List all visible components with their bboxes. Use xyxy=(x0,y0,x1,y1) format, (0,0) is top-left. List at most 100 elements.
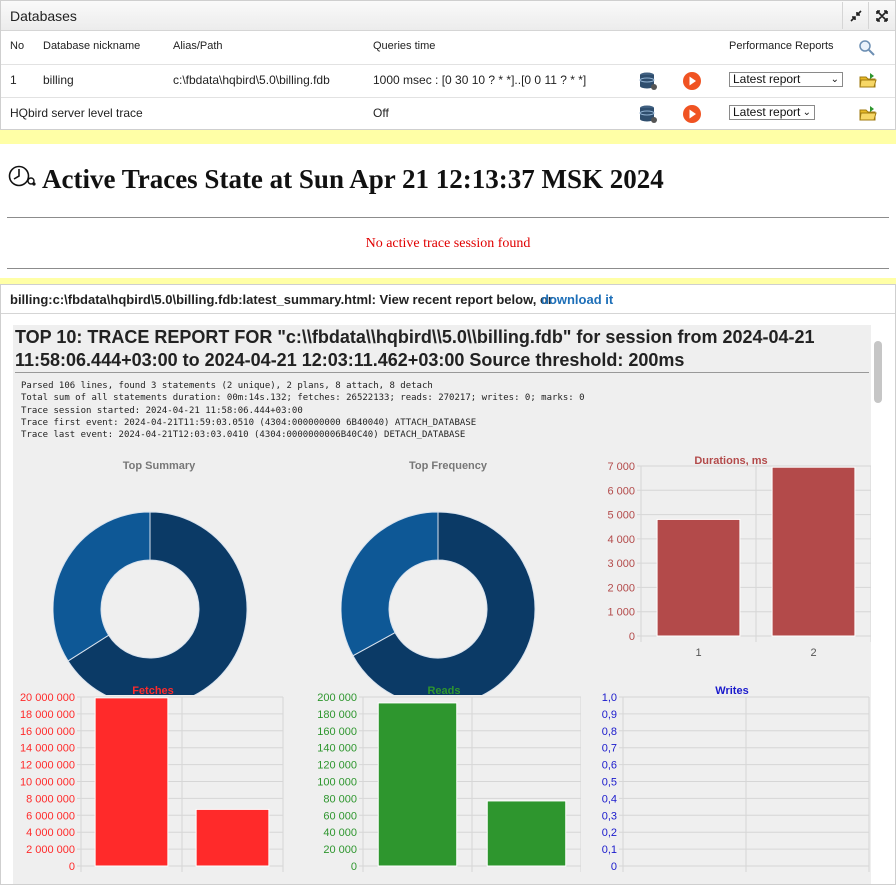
donut-slice xyxy=(67,511,248,695)
y-tick-label: 1 000 xyxy=(607,607,635,619)
table-row[interactable]: HQbird server level trace Off Latest rep… xyxy=(1,98,895,131)
y-tick-label: 2 000 xyxy=(607,582,635,594)
table-row[interactable]: 1 billing c:\fbdata\hqbird\5.0\billing.f… xyxy=(1,65,895,98)
report-divider xyxy=(15,372,869,373)
play-icon[interactable] xyxy=(682,71,702,91)
bar xyxy=(486,800,567,867)
download-link[interactable]: download it xyxy=(541,292,614,307)
report-select[interactable]: Latest report ⌄ xyxy=(729,105,815,120)
open-folder-icon[interactable] xyxy=(858,71,878,91)
restore-button[interactable] xyxy=(842,2,868,29)
x-tick-label: 2 xyxy=(810,647,816,659)
column-headers: No Database nickname Alias/Path Queries … xyxy=(1,32,895,65)
chevron-down-icon: ⌄ xyxy=(830,74,839,85)
report-frame: TOP 10: TRACE REPORT FOR "c:\\fbdata\\hq… xyxy=(13,325,871,884)
donut-slices xyxy=(341,511,536,695)
maximize-button[interactable] xyxy=(868,2,894,29)
restore-icon xyxy=(849,9,862,22)
y-tick-label: 6 000 xyxy=(607,485,635,497)
writes-chart: Writes 0 0,1 0,2 0,3 0,4 0,5 0,6 0,7 0,8 0,9 1,0 xyxy=(602,685,870,873)
y-tick-label: 4 000 000 xyxy=(26,827,75,839)
databases-panel: Databases No Database nickname Alias/Pat… xyxy=(0,0,896,130)
bar xyxy=(656,518,741,637)
row-nickname: billing xyxy=(43,73,74,87)
y-tick-label: 0,7 xyxy=(602,743,617,755)
y-tick-label: 5 000 xyxy=(607,510,635,522)
y-tick-label: 0 xyxy=(629,631,635,643)
row-no: 1 xyxy=(10,73,17,87)
trace-clock-icon xyxy=(8,165,36,187)
y-tick-label: 6 000 000 xyxy=(26,810,75,822)
y-tick-label: 14 000 000 xyxy=(20,743,75,755)
col-queries-time: Queries time xyxy=(373,40,436,52)
database-icon[interactable] xyxy=(638,71,658,91)
chart-title: Durations, ms xyxy=(694,455,767,467)
chart-title: Top Summary xyxy=(123,460,196,472)
databases-header: Databases xyxy=(1,1,895,31)
bar xyxy=(195,808,270,867)
play-icon[interactable] xyxy=(682,104,702,124)
col-performance-reports: Performance Reports xyxy=(729,40,834,52)
donut-slices xyxy=(53,511,248,695)
database-icon[interactable] xyxy=(638,104,658,124)
y-tick-label: 140 000 xyxy=(317,743,357,755)
y-tick-label: 200 000 xyxy=(317,692,357,704)
chevron-down-icon: ⌄ xyxy=(802,107,811,118)
col-no: No xyxy=(10,40,25,52)
y-tick-label: 0,5 xyxy=(602,777,617,789)
no-session-message: No active trace session found xyxy=(365,236,531,251)
row-queries-time: Off xyxy=(373,106,389,120)
y-tick-label: 1,0 xyxy=(602,692,617,704)
y-tick-label: 0 xyxy=(69,861,75,873)
donut-slice xyxy=(352,511,536,695)
summary-line: Total sum of all statements duration: 00… xyxy=(21,393,585,404)
y-tick-label: 40 000 xyxy=(323,827,357,839)
separator-bar xyxy=(0,130,896,144)
donut-slice xyxy=(341,511,439,657)
y-tick-label: 0 xyxy=(351,861,357,873)
maximize-icon xyxy=(875,9,888,22)
chart-title: Reads xyxy=(427,685,460,697)
report-select-value: Latest report xyxy=(733,72,801,86)
chart-title: Top Frequency xyxy=(409,460,488,472)
y-tick-label: 4 000 xyxy=(607,534,635,546)
search-icon[interactable] xyxy=(858,39,876,57)
scrollbar[interactable] xyxy=(874,341,882,403)
report-select-value: Latest report xyxy=(733,105,801,119)
y-tick-label: 100 000 xyxy=(317,777,357,789)
y-tick-label: 0,4 xyxy=(602,793,617,805)
y-tick-label: 0,9 xyxy=(602,709,617,721)
durations-chart: Durations, ms 0 1 000 2 000 3 000 4 000 5 000 6… xyxy=(607,455,871,659)
y-tick-label: 2 000 000 xyxy=(26,844,75,856)
report-select[interactable]: Latest report ⌄ xyxy=(729,72,843,87)
row-nickname: HQbird server level trace xyxy=(10,106,143,120)
y-tick-label: 0 xyxy=(611,861,617,873)
summary-line: Parsed 106 lines, found 3 statements (2 … xyxy=(21,381,433,391)
y-tick-label: 18 000 000 xyxy=(20,709,75,721)
col-alias: Alias/Path xyxy=(173,40,223,52)
top-frequency-chart: Top Frequency xyxy=(341,460,536,695)
y-tick-label: 180 000 xyxy=(317,709,357,721)
donut-slice xyxy=(53,511,151,662)
separator-bar xyxy=(0,278,896,284)
summary-line: Trace last event: 2024-04-21T12:03:03.04… xyxy=(21,430,466,441)
y-tick-label: 12 000 000 xyxy=(20,760,75,772)
summary-line: Trace first event: 2024-04-21T11:59:03.0… xyxy=(21,417,477,428)
summary-line: Trace session started: 2024-04-21 11:58:… xyxy=(21,405,303,416)
open-folder-icon[interactable] xyxy=(858,104,878,124)
y-tick-label: 160 000 xyxy=(317,726,357,738)
y-tick-label: 60 000 xyxy=(323,810,357,822)
col-nickname: Database nickname xyxy=(43,40,141,52)
report-path: billing:c:\fbdata\hqbird\5.0\billing.fdb… xyxy=(10,292,553,307)
x-tick-label: 1 xyxy=(695,647,701,659)
y-tick-label: 0,6 xyxy=(602,760,617,772)
report-panel: billing:c:\fbdata\hqbird\5.0\billing.fdb… xyxy=(0,284,896,885)
report-title: TOP 10: TRACE REPORT FOR "c:\\fbdata\\hq… xyxy=(15,327,815,370)
chart-title: Writes xyxy=(715,685,748,697)
y-tick-label: 8 000 000 xyxy=(26,793,75,805)
databases-title: Databases xyxy=(10,8,77,24)
y-tick-label: 120 000 xyxy=(317,760,357,772)
active-traces-title: Active Traces State at Sun Apr 21 12:13:… xyxy=(42,164,664,194)
divider xyxy=(7,217,889,218)
y-tick-label: 0,2 xyxy=(602,827,617,839)
